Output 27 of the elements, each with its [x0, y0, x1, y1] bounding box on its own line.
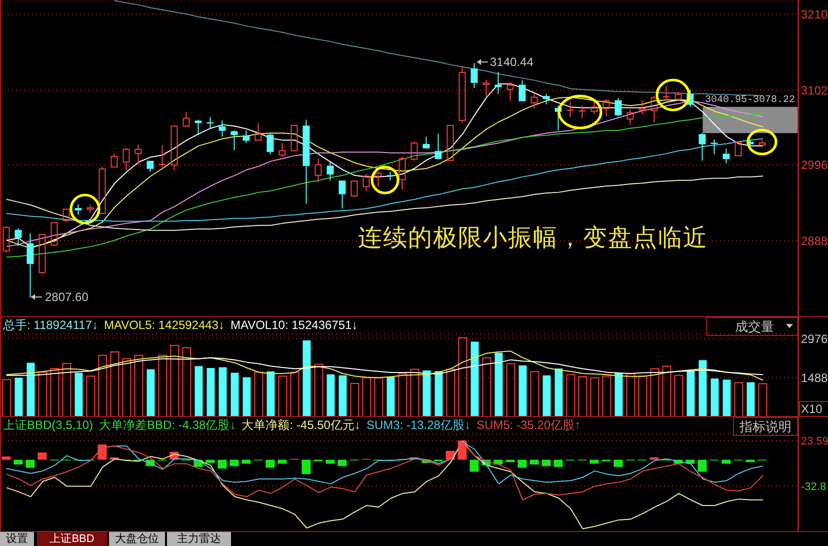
annotation: 3140.44 [490, 55, 534, 70]
chart-title: 成交量 [735, 319, 774, 334]
band-label: 3040.95-3078.22 [704, 94, 795, 106]
series-label: SUM3: -13.28亿股↓ [366, 417, 470, 434]
series-label: 总手: 118924117↓ [3, 317, 98, 334]
tab: 上证BBD [37, 532, 107, 546]
tab: 设置 [0, 532, 34, 546]
series-label: SUM5: -35.20亿股↑ [476, 417, 581, 434]
annotation: 连续的极限小振幅，变盘点临近 [358, 224, 708, 252]
y-tick-label: -32.8 [801, 480, 826, 493]
y-tick-label: 2888 [801, 234, 828, 248]
y-tick-label: 2976 [801, 332, 828, 346]
text: MAVOL10: 152436751↓ [230, 317, 358, 334]
y-tick-label: 23.59 [801, 436, 828, 448]
text: 大单净额: -45.50亿元↓ [242, 417, 360, 434]
y-tick-label: 3102 [801, 83, 828, 98]
series-label: 大单净差BBD: -4.38亿股↓ [99, 417, 236, 434]
annotation: 2807.60 [45, 290, 89, 304]
chart-title: 上证BBD(3,5,10) [3, 417, 94, 434]
tab: 大盘仓位 [109, 532, 165, 546]
tab: 主力雷达 [167, 532, 231, 546]
y-tick-label: 3210 [801, 7, 828, 22]
text: MAVOL5: 142592443↓ [104, 317, 224, 334]
dropdown: 成交量 [706, 317, 798, 336]
button: 指标说明 [733, 417, 798, 436]
y-tick-label: 1488 [801, 370, 828, 385]
y-tick-label: 2996 [801, 158, 828, 172]
